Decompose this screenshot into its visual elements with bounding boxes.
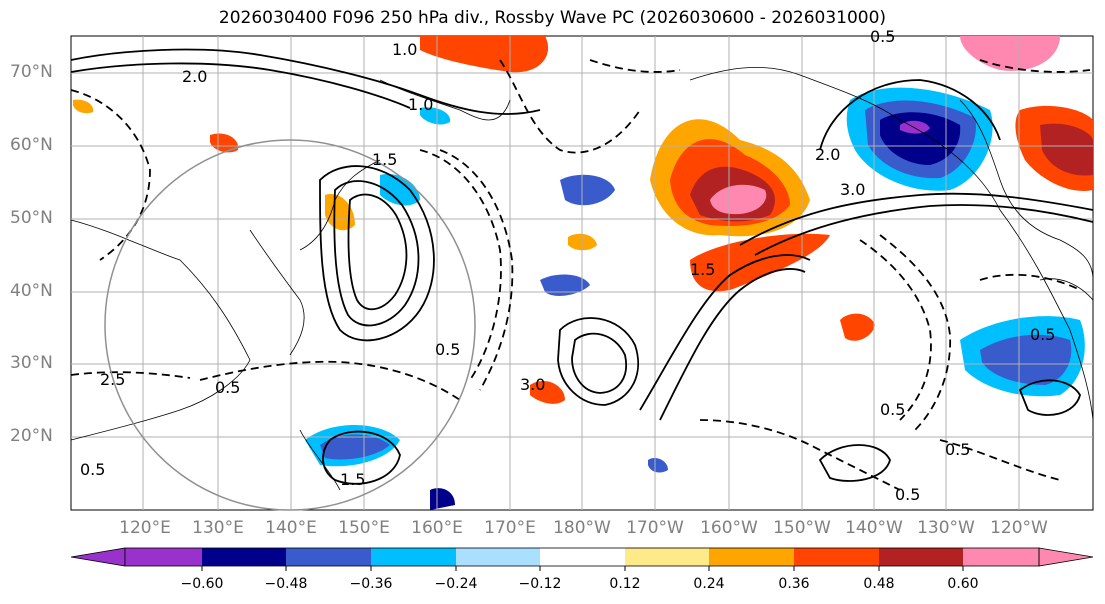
dashed-contours: [70, 59, 1091, 491]
colorbar-swatch: [540, 548, 625, 566]
contour-label: 0.5: [435, 340, 460, 359]
contour-label: 1.0: [408, 95, 433, 114]
contour-label: 0.5: [1030, 325, 1055, 344]
colorbar: [70, 547, 1094, 571]
radius-circle: [104, 139, 476, 511]
lon-label-120e: 120°E: [119, 518, 171, 538]
lon-label-130w: 130°W: [917, 518, 975, 538]
lat-label-60n: 60°N: [10, 135, 53, 155]
lat-label-20n: 20°N: [10, 426, 53, 446]
contour-label: 0.5: [215, 378, 240, 397]
colorbar-swatch: [202, 548, 286, 566]
contour-label: 1.0: [392, 40, 417, 59]
lon-label-180w: 180°W: [553, 518, 611, 538]
colorbar-swatch: [456, 548, 540, 566]
contour-label: 0.5: [870, 27, 895, 46]
lon-label-130e: 130°E: [192, 518, 244, 538]
colorbar-swatch: [963, 548, 1039, 566]
lon-label-170w: 170°W: [626, 518, 684, 538]
colorbar-swatch: [371, 548, 456, 566]
contour-label: 1.5: [372, 150, 397, 169]
contour-label: 0.5: [80, 460, 105, 479]
map-title: 2026030400 F096 250 hPa div., Rossby Wav…: [218, 8, 887, 28]
colorbar-tick: −0.24: [434, 576, 478, 592]
lon-label-150w: 150°W: [773, 518, 831, 538]
colorbar-tick: 0.48: [863, 576, 895, 592]
colorbar-tick: 0.12: [609, 576, 641, 592]
colorbar-tick: −0.12: [518, 576, 562, 592]
lat-label-30n: 30°N: [10, 353, 53, 373]
lon-label-150e: 150°E: [338, 518, 390, 538]
plot-area: 1.0 1.0 2.0 1.5 3.0 2.0 3.0 1.5 0.5 0.5 …: [70, 27, 1094, 511]
contour-label: 2.0: [182, 67, 207, 86]
colorbar-tick: 0.24: [693, 576, 725, 592]
colorbar-extend-low: [70, 547, 126, 567]
colorbar-tick: −0.60: [180, 576, 224, 592]
colorbar-swatch: [794, 548, 879, 566]
colorbar-tick: 0.36: [778, 576, 810, 592]
lon-label-160e: 160°E: [411, 518, 463, 538]
lon-label-120w: 120°W: [990, 518, 1048, 538]
contour-label: 2.5: [100, 370, 125, 389]
lat-label-40n: 40°N: [10, 281, 53, 301]
contour-label: 2.0: [815, 145, 840, 164]
colorbar-swatch: [879, 548, 963, 566]
lon-label-140w: 140°W: [845, 518, 903, 538]
contour-label: 3.0: [840, 180, 865, 199]
solid-contours: [70, 48, 1094, 485]
colorbar-tick: −0.48: [264, 576, 308, 592]
colorbar-swatch: [709, 548, 794, 566]
contour-label: 1.5: [690, 260, 715, 279]
lon-label-170e: 170°E: [484, 518, 536, 538]
lat-label-50n: 50°N: [10, 208, 53, 228]
colorbar-extend-high: [1038, 547, 1094, 567]
colorbar-swatch: [286, 548, 371, 566]
colorbar-swatch: [125, 548, 202, 566]
colorbar-tick: −0.36: [349, 576, 393, 592]
contour-label: 1.5: [340, 470, 365, 489]
contour-labels: 1.0 1.0 2.0 1.5 3.0 2.0 3.0 1.5 0.5 0.5 …: [80, 27, 1055, 504]
lon-label-140e: 140°E: [265, 518, 317, 538]
colorbar-swatch: [625, 548, 709, 566]
contour-label: 3.0: [520, 375, 545, 394]
contour-label: 0.5: [880, 400, 905, 419]
lon-label-160w: 160°W: [700, 518, 758, 538]
colorbar-tick: 0.60: [947, 576, 979, 592]
lat-label-70n: 70°N: [10, 62, 53, 82]
graticule: [71, 36, 1093, 510]
contour-label: 0.5: [945, 440, 970, 459]
contour-label: 0.5: [895, 485, 920, 504]
